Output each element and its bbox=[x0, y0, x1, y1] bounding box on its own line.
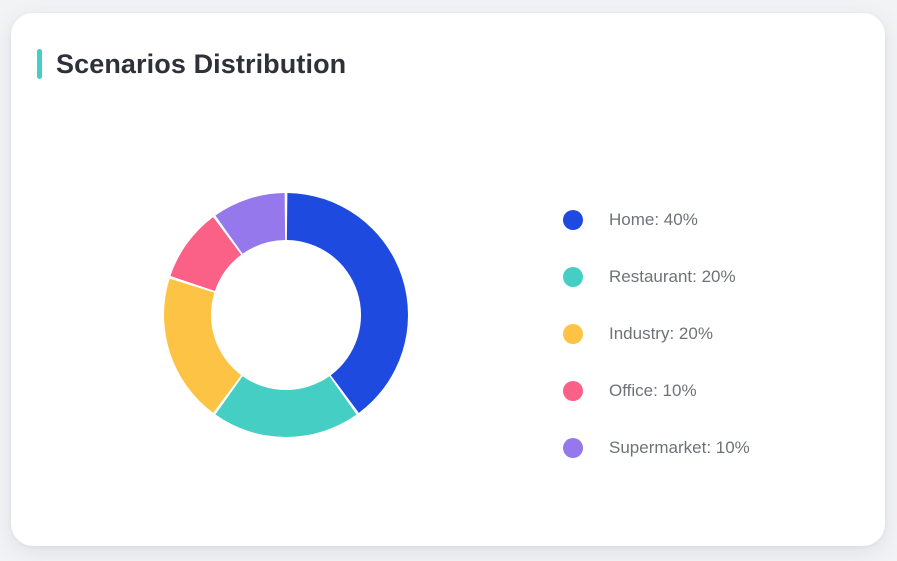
legend-swatch-home bbox=[563, 209, 583, 230]
legend-label: Home: 40% bbox=[609, 210, 698, 229]
title-accent-bar bbox=[37, 49, 42, 79]
donut-slice-industry[interactable]: Industry: 20% bbox=[164, 278, 242, 413]
legend-item-industry[interactable]: Industry: 20% bbox=[563, 305, 863, 362]
chart-area: Home: 40% Restaurant: 20% Industry: 20% Off… bbox=[11, 13, 885, 546]
legend-label: Restaurant: 20% bbox=[609, 267, 736, 286]
legend-item-office[interactable]: Office: 10% bbox=[563, 362, 863, 419]
donut-slice-restaurant[interactable]: Restaurant: 20% bbox=[215, 376, 357, 437]
legend-swatch-office bbox=[563, 380, 583, 401]
donut-slice-supermarket[interactable]: Supermarket: 10% bbox=[215, 193, 286, 254]
legend-label: Office: 10% bbox=[609, 381, 697, 400]
legend-label: Supermarket: 10% bbox=[609, 438, 750, 457]
card-header: Scenarios Distribution bbox=[37, 49, 346, 79]
donut-slice-office[interactable]: Office: 10% bbox=[170, 217, 242, 292]
legend-swatch-supermarket bbox=[563, 437, 583, 458]
donut-chart-svg: Home: 40%Restaurant: 20%Industry: 20%Off… bbox=[164, 193, 408, 437]
legend-swatch-restaurant bbox=[563, 266, 583, 287]
legend-item-supermarket[interactable]: Supermarket: 10% bbox=[563, 419, 863, 476]
scenarios-distribution-card: Scenarios Distribution Home: 40% Restaura… bbox=[11, 13, 885, 546]
legend-item-restaurant[interactable]: Restaurant: 20% bbox=[563, 248, 863, 305]
donut-slice-group: Home: 40%Restaurant: 20%Industry: 20%Off… bbox=[164, 193, 408, 437]
donut-chart: Home: 40%Restaurant: 20%Industry: 20%Off… bbox=[164, 193, 408, 437]
donut-slice-home[interactable]: Home: 40% bbox=[286, 193, 408, 413]
legend-swatch-industry bbox=[563, 323, 583, 344]
page-title: Scenarios Distribution bbox=[56, 48, 347, 79]
legend-item-home[interactable]: Home: 40% bbox=[563, 191, 863, 248]
legend-label: Industry: 20% bbox=[609, 324, 713, 343]
chart-legend: Home: 40% Restaurant: 20% Industry: 20% Off… bbox=[563, 191, 863, 476]
